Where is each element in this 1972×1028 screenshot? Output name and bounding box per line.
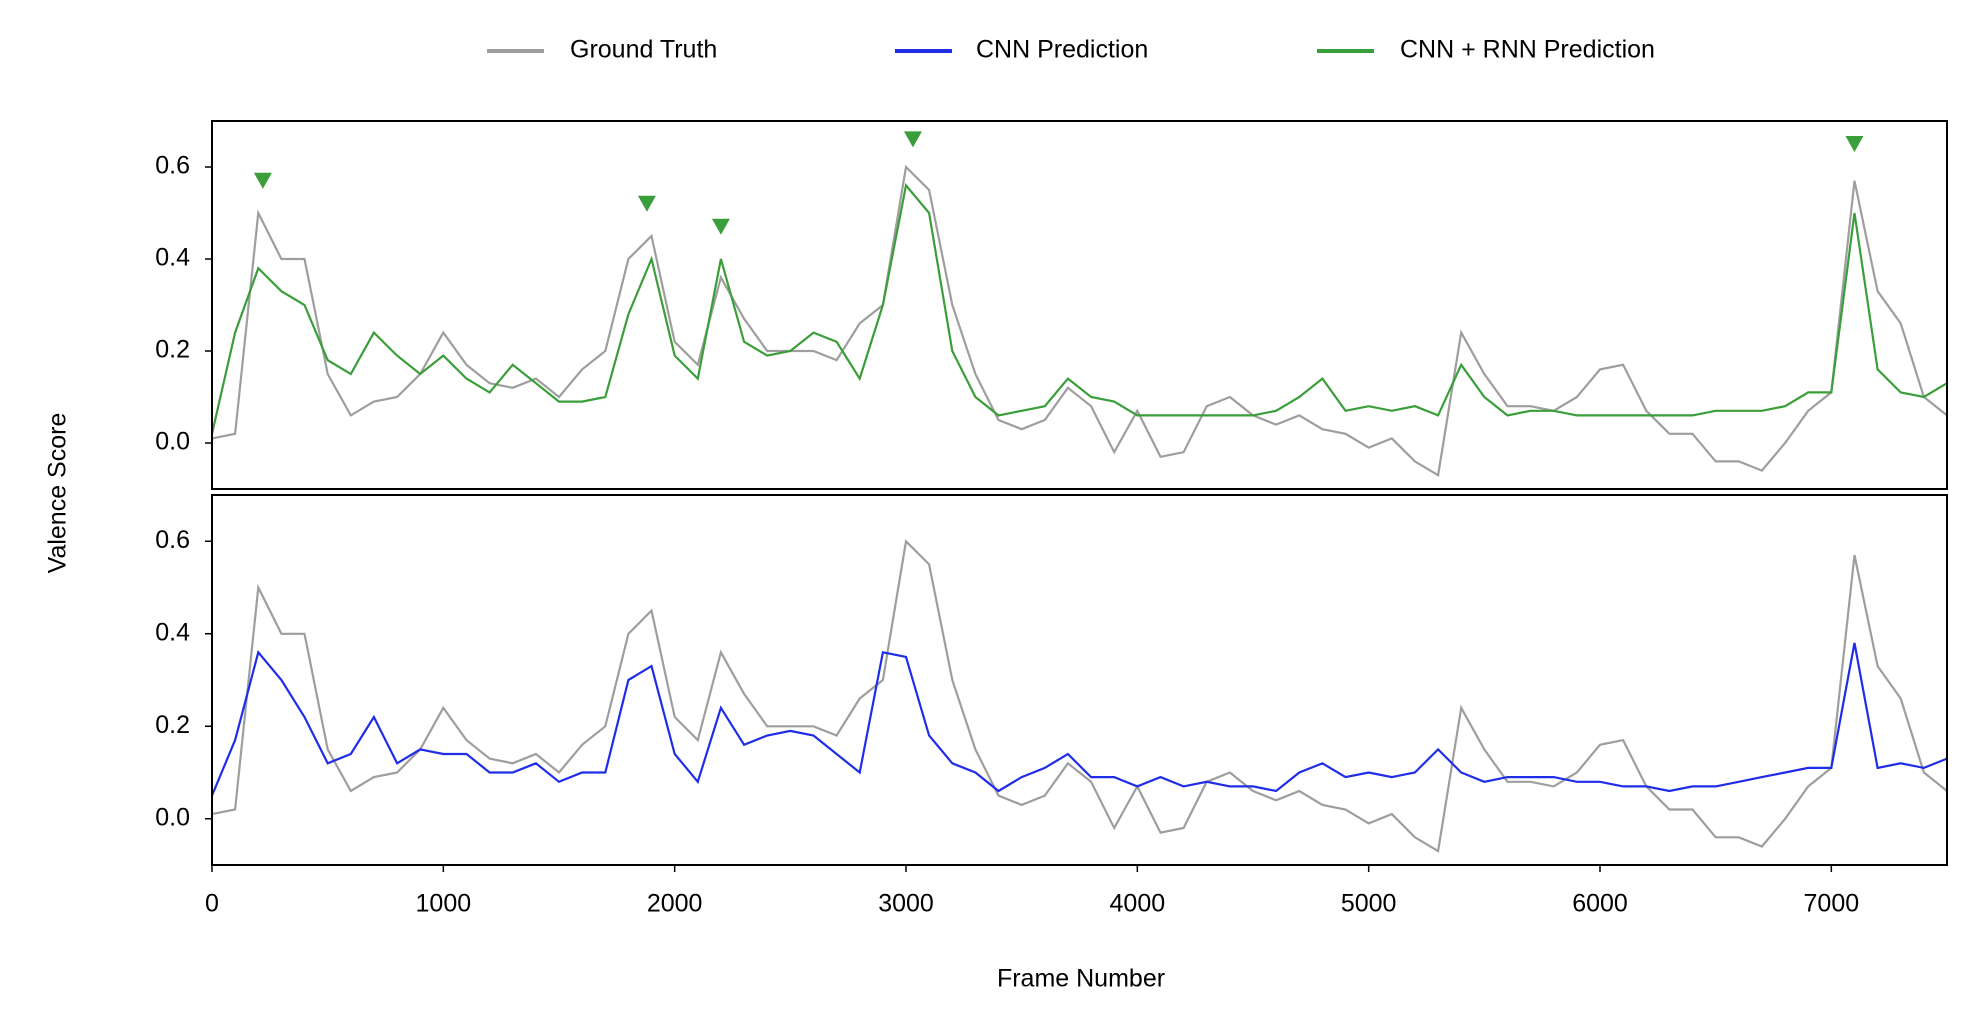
peak-marker [711, 218, 730, 235]
series-line [211, 164, 1948, 477]
y-tick-label: 0.6 [155, 526, 190, 554]
peak-marker [1845, 136, 1864, 152]
series-line [210, 642, 1948, 797]
x-tick-label: 6000 [1572, 890, 1628, 918]
peak-marker [637, 195, 656, 212]
y-tick-label: 0.6 [155, 152, 190, 180]
peak-marker [903, 131, 922, 148]
x-tick-label: 1000 [416, 890, 472, 918]
y-axis-title: Valence Score [44, 413, 72, 574]
panel-frame [211, 494, 1948, 866]
y-tick-label: 0.2 [155, 336, 190, 364]
x-tick-label: 2000 [647, 890, 703, 918]
x-tick-label: 7000 [1804, 890, 1860, 918]
x-axis-title: Frame Number [997, 965, 1165, 993]
peak-marker [253, 172, 272, 189]
legend-label: CNN + RNN Prediction [1400, 36, 1655, 64]
x-tick-label: 3000 [878, 890, 934, 918]
x-tick-label: 0 [205, 890, 219, 918]
y-tick-label: 0.4 [155, 244, 190, 272]
y-tick-label: 0.0 [155, 803, 190, 831]
legend-label: CNN Prediction [976, 36, 1148, 64]
y-tick-label: 0.2 [155, 711, 190, 739]
y-tick-label: 0.0 [155, 428, 190, 456]
y-tick-label: 0.4 [155, 618, 190, 646]
x-tick-label: 4000 [1110, 890, 1166, 918]
series-line [210, 182, 1948, 435]
x-tick-label: 5000 [1341, 890, 1397, 918]
legend-label: Ground Truth [570, 36, 717, 64]
panel-frame [211, 120, 1948, 490]
series-line [211, 539, 1948, 853]
